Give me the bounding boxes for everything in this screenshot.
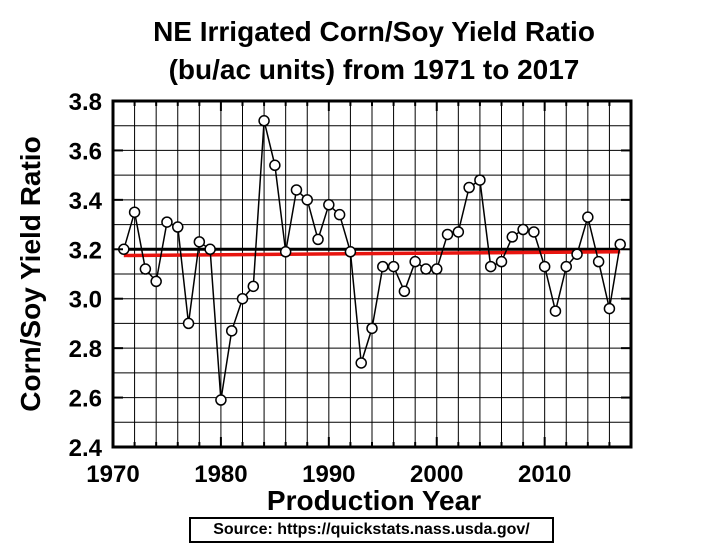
source-text: Source: https://quickstats.nass.usda.gov… — [213, 521, 530, 538]
data-point — [312, 233, 324, 246]
x-tick-label: 2010 — [518, 461, 571, 488]
data-point — [182, 317, 195, 330]
x-tick-label: 1990 — [302, 461, 355, 488]
data-point — [431, 263, 443, 275]
data-point — [269, 159, 281, 172]
source-box: Source: https://quickstats.nass.usda.gov… — [189, 517, 554, 543]
data-point — [290, 184, 303, 196]
data-point — [150, 275, 162, 288]
data-point — [560, 260, 572, 273]
data-point — [247, 280, 260, 293]
chart: NE Irrigated Corn/Soy Yield Ratio (bu/ac… — [15, 16, 633, 516]
y-tick-label: 3.4 — [69, 188, 103, 215]
trend-line — [123, 250, 621, 258]
x-tick-label: 1970 — [86, 461, 139, 488]
data-point — [215, 394, 227, 406]
data-point — [344, 246, 357, 258]
y-tick-label: 3.6 — [69, 138, 102, 165]
y-tick-label: 3.2 — [69, 237, 102, 264]
data-point — [301, 194, 313, 206]
data-point — [398, 285, 411, 298]
data-point — [409, 255, 421, 268]
data-point — [420, 263, 432, 275]
data-point — [441, 228, 454, 241]
data-point — [323, 199, 335, 211]
data-point — [139, 263, 152, 275]
data-point — [236, 292, 249, 305]
x-tick-label: 2000 — [410, 461, 463, 488]
data-point — [614, 238, 626, 251]
data-point — [193, 236, 206, 248]
y-tick-label: 2.6 — [69, 386, 102, 413]
y-axis-title: Corn/Soy Yield Ratio — [15, 136, 46, 411]
chart-title-line-2: (bu/ac units) from 1971 to 2017 — [169, 54, 580, 85]
x-tick-label: 1980 — [194, 461, 247, 488]
plot-series — [118, 115, 626, 406]
data-point — [204, 243, 216, 256]
data-point — [463, 181, 475, 194]
grid — [113, 101, 631, 447]
x-axis-title: Production Year — [267, 485, 481, 516]
y-tick-label: 3.8 — [69, 89, 102, 116]
data-point — [366, 322, 378, 335]
y-tick-label: 2.8 — [69, 336, 102, 363]
data-point — [387, 260, 400, 273]
data-point — [506, 231, 519, 243]
axis-ticks — [112, 100, 632, 448]
data-point — [549, 305, 562, 317]
data-point — [452, 226, 465, 238]
data-point — [355, 357, 367, 369]
data-point — [603, 302, 616, 315]
data-point — [258, 115, 270, 127]
data-point — [333, 208, 346, 221]
y-tick-label: 2.4 — [69, 435, 103, 462]
y-tick-label: 3.0 — [69, 287, 102, 314]
data-point — [582, 211, 594, 223]
data-point — [172, 221, 184, 233]
chart-title-line-1: NE Irrigated Corn/Soy Yield Ratio — [153, 16, 595, 47]
data-point — [517, 223, 529, 236]
data-point — [484, 260, 497, 273]
data-point — [161, 216, 173, 228]
data-point — [225, 325, 238, 337]
data-point — [538, 260, 551, 273]
data-point — [495, 255, 508, 268]
data-point — [279, 246, 292, 258]
data-point — [128, 206, 141, 218]
data-point — [592, 255, 605, 268]
data-point — [474, 174, 486, 186]
data-point — [377, 260, 389, 273]
data-point — [571, 248, 583, 260]
data-point — [528, 226, 540, 238]
tick-labels: 2.4 2.6 2.8 3.0 3.2 3.4 3.6 3.8 1970 1980 1990 2000… — [69, 89, 572, 488]
